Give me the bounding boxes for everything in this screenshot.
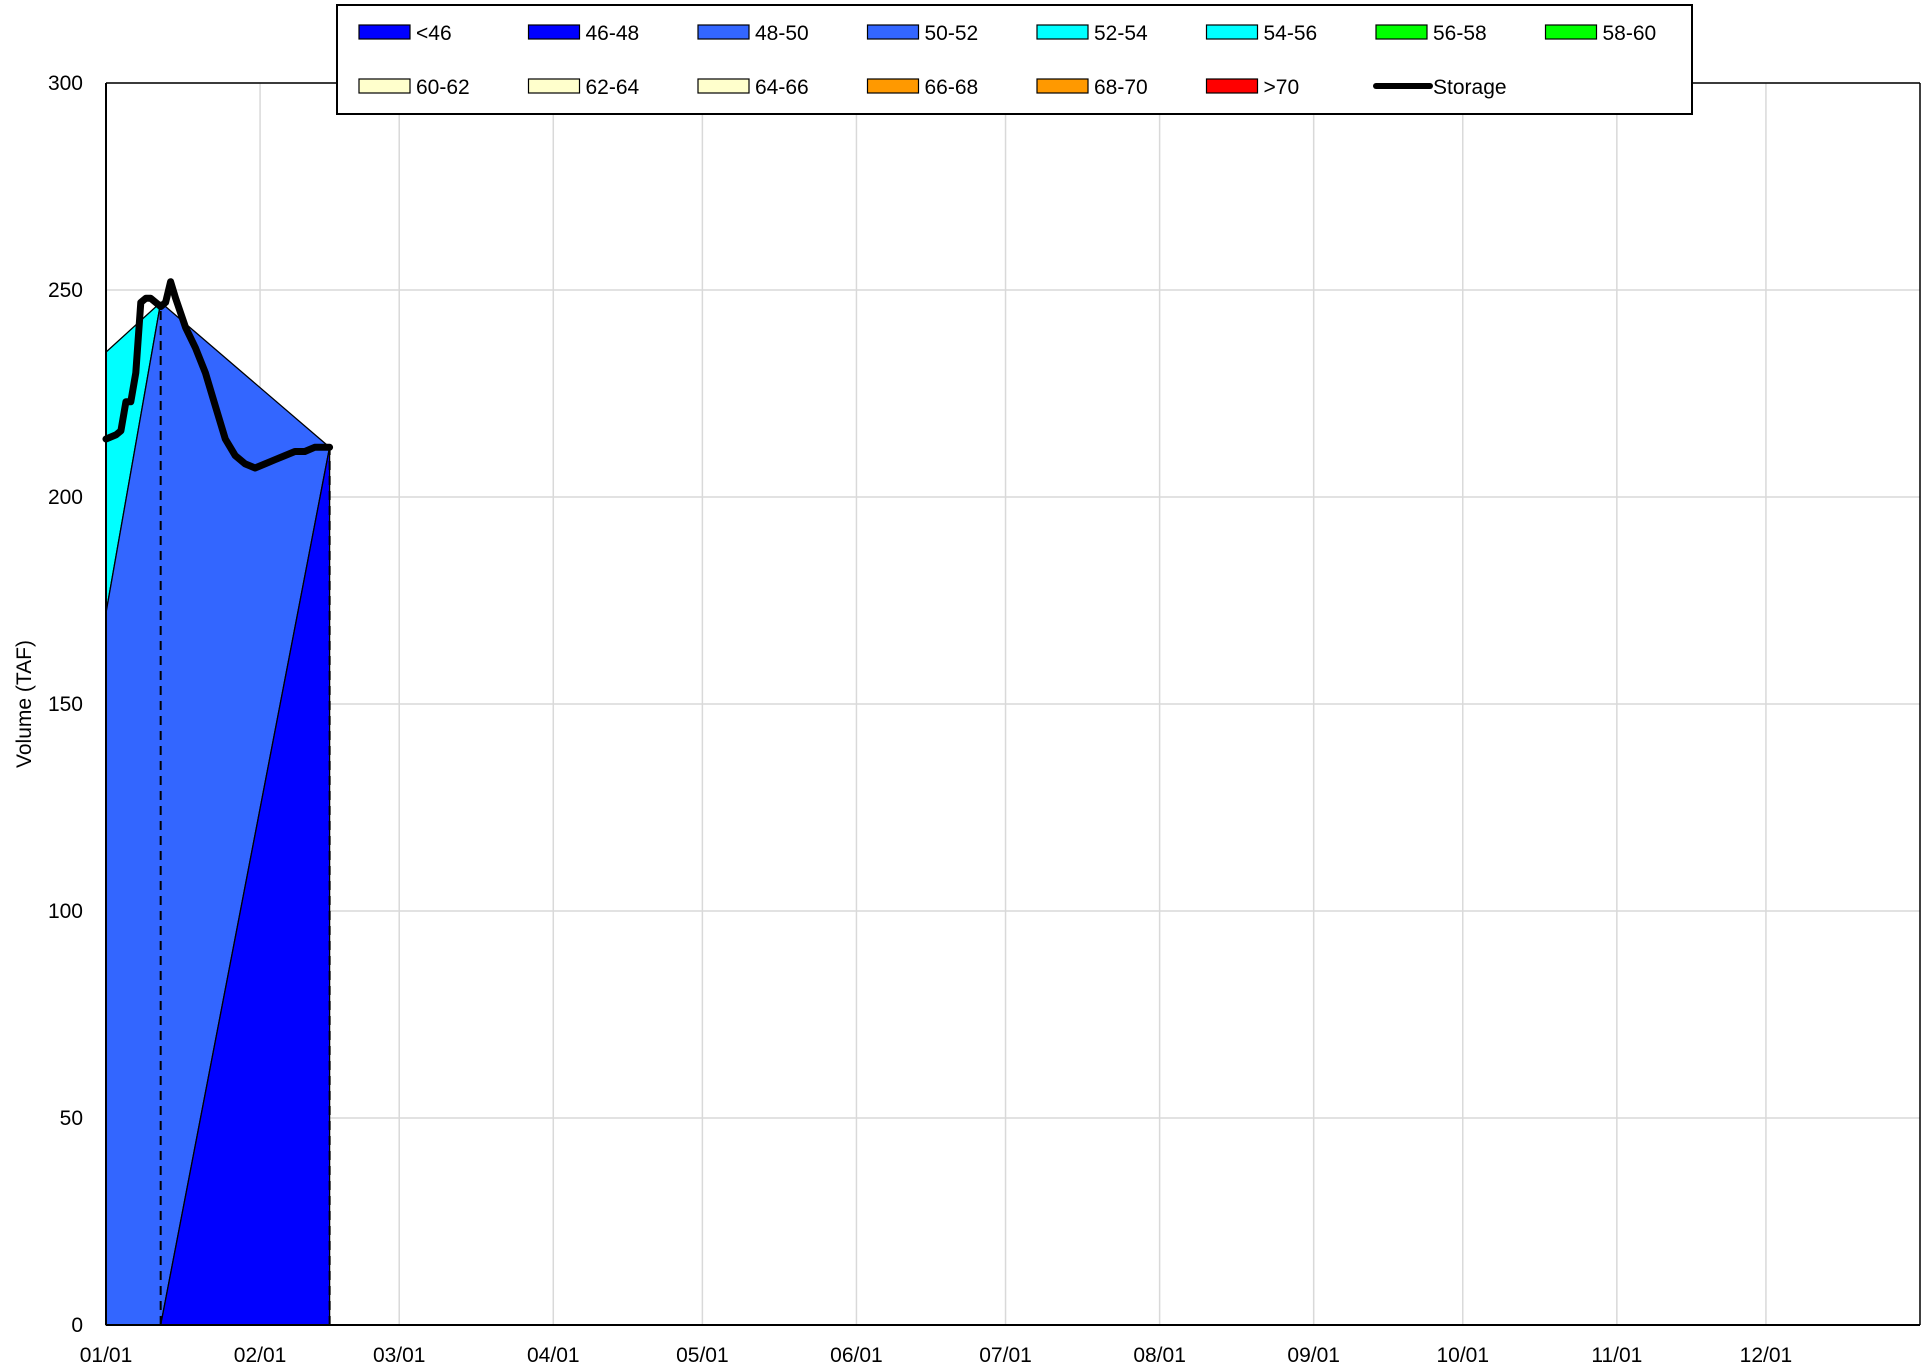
x-tick-label: 04/01: [527, 1344, 580, 1367]
legend: <46 46-48 48-50 50-52 52-54 54-56 56-58 58-60 60…: [336, 4, 1693, 115]
y-tick-label: 200: [48, 486, 83, 509]
y-tick-label: 100: [48, 900, 83, 923]
legend-label: 60-62: [416, 76, 470, 99]
y-tick-label: 150: [48, 693, 83, 716]
legend-label: 58-60: [1603, 22, 1657, 45]
storage-series: [102, 278, 334, 472]
legend-swatch: [1375, 24, 1428, 40]
legend-label: 50-52: [925, 22, 979, 45]
x-tick-label: 02/01: [234, 1344, 287, 1367]
legend-swatch: [1544, 24, 1598, 40]
legend-swatch: [527, 24, 581, 40]
legend-label: >70: [1264, 76, 1300, 99]
x-tick-label: 12/01: [1740, 1344, 1793, 1367]
legend-swatch: [866, 24, 920, 40]
legend-swatch: [697, 24, 750, 40]
x-tick-label: 08/01: [1133, 1344, 1186, 1367]
legend-swatch: [697, 78, 750, 94]
legend-label: 46-48: [586, 22, 640, 45]
y-axis-title: Volume (TAF): [13, 640, 36, 768]
legend-swatch: [1036, 24, 1089, 40]
legend-label: 52-54: [1094, 22, 1148, 45]
legend-label: 54-56: [1264, 22, 1318, 45]
legend-swatch: [1205, 24, 1259, 40]
legend-label: 56-58: [1433, 22, 1487, 45]
band-areas: [105, 301, 331, 1326]
y-tick-label: 0: [71, 1314, 83, 1337]
y-tick-label: 250: [48, 279, 83, 302]
legend-label: <46: [416, 22, 452, 45]
legend-label: 68-70: [1094, 76, 1148, 99]
legend-swatch: [1205, 78, 1259, 94]
legend-label: 48-50: [755, 22, 809, 45]
legend-box: [336, 4, 1693, 115]
legend-swatch: [1036, 78, 1089, 94]
x-tick-label: 11/01: [1591, 1344, 1642, 1367]
dashed-markers: [159, 302, 331, 1325]
legend-swatch: [358, 78, 411, 94]
legend-swatch: [866, 78, 920, 94]
legend-label: 66-68: [925, 76, 979, 99]
legend-swatch: [358, 24, 411, 40]
x-tick-label: 05/01: [676, 1344, 729, 1367]
x-tick-labels: 01/01 02/01 03/01 04/01 05/01 06/01 07/01 08/01…: [80, 1344, 1792, 1367]
y-tick-label: 50: [60, 1107, 83, 1130]
legend-label: Storage: [1433, 76, 1507, 99]
x-tick-label: 06/01: [830, 1344, 883, 1367]
x-tick-label: 09/01: [1287, 1344, 1340, 1367]
x-tick-label: 07/01: [979, 1344, 1032, 1367]
grid-lines: [106, 82, 1920, 1325]
x-tick-label: 01/01: [80, 1344, 133, 1367]
y-tick-labels: 0 50 100 150 200 250 300: [48, 72, 83, 1337]
x-tick-label: 10/01: [1436, 1344, 1489, 1367]
legend-label: 64-66: [755, 76, 809, 99]
storage-line: [102, 278, 334, 472]
x-tick-label: 03/01: [373, 1344, 426, 1367]
legend-label: 62-64: [586, 76, 640, 99]
y-tick-label: 300: [48, 72, 83, 95]
legend-swatch: [527, 78, 581, 94]
